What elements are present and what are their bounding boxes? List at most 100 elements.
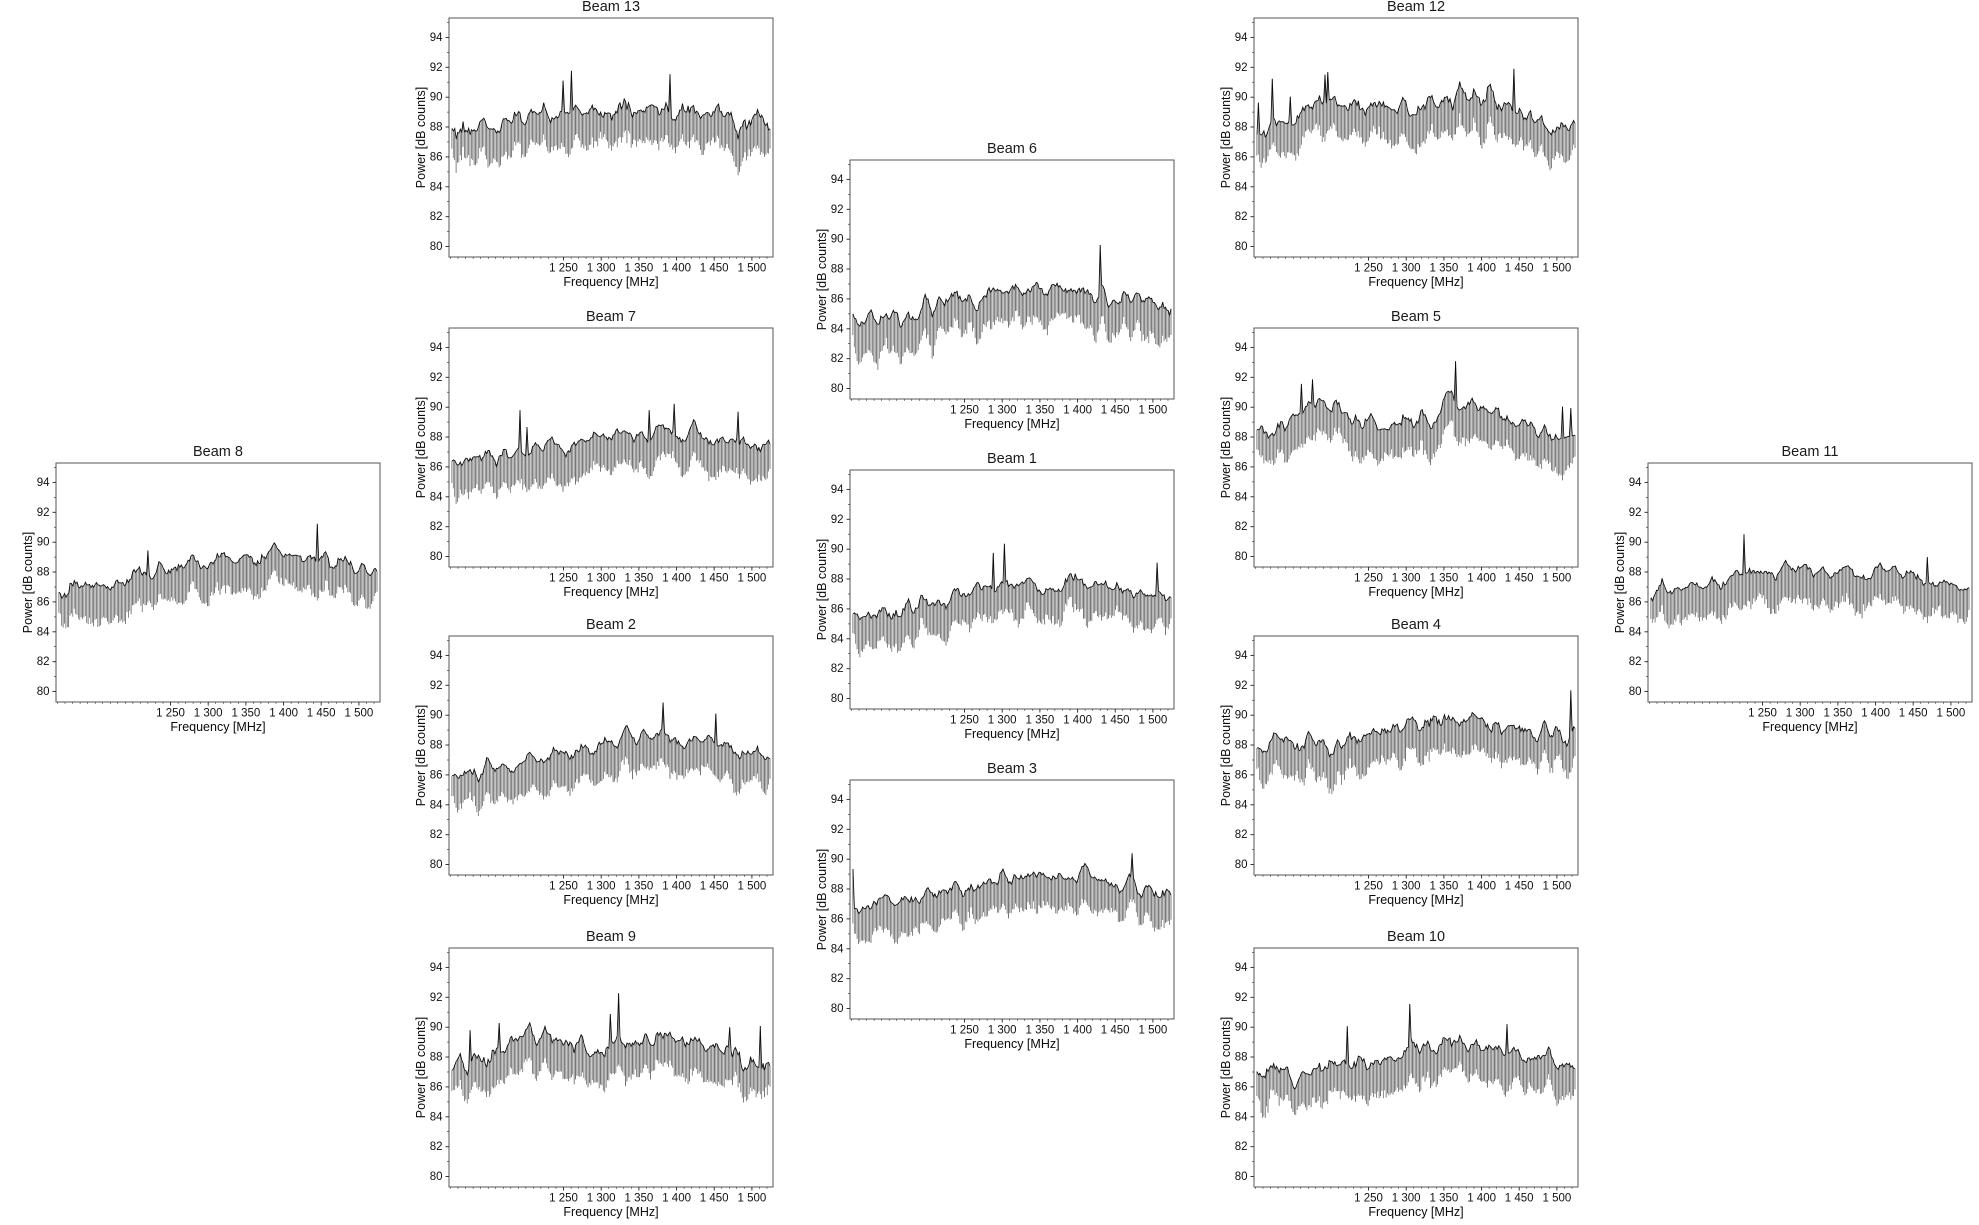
svg-text:Power [dB counts]: Power [dB counts] (816, 229, 829, 330)
svg-text:86: 86 (831, 293, 844, 305)
svg-text:1 250: 1 250 (1354, 263, 1383, 275)
svg-text:Power [dB counts]: Power [dB counts] (415, 705, 428, 806)
svg-text:Beam 6: Beam 6 (987, 141, 1037, 157)
svg-text:1 350: 1 350 (1430, 263, 1459, 275)
svg-text:1 350: 1 350 (1026, 1025, 1055, 1037)
svg-text:1 400: 1 400 (1467, 573, 1496, 585)
svg-text:Beam 5: Beam 5 (1391, 309, 1441, 325)
svg-text:88: 88 (430, 122, 443, 134)
svg-text:80: 80 (1629, 686, 1642, 698)
svg-text:90: 90 (831, 854, 844, 866)
svg-text:1 450: 1 450 (1505, 1193, 1534, 1205)
svg-text:1 500: 1 500 (1139, 1025, 1168, 1037)
svg-text:1 350: 1 350 (1026, 405, 1055, 417)
svg-text:Frequency [MHz]: Frequency [MHz] (1368, 585, 1463, 599)
svg-text:94: 94 (430, 32, 443, 44)
svg-text:1 400: 1 400 (662, 263, 691, 275)
svg-text:80: 80 (1235, 551, 1248, 563)
svg-text:1 350: 1 350 (625, 573, 654, 585)
svg-text:88: 88 (1235, 1052, 1248, 1064)
svg-text:88: 88 (831, 574, 844, 586)
svg-text:Beam 2: Beam 2 (586, 617, 636, 633)
svg-text:82: 82 (430, 829, 443, 841)
svg-text:80: 80 (430, 551, 443, 563)
svg-text:86: 86 (1235, 461, 1248, 473)
svg-text:80: 80 (1235, 859, 1248, 871)
svg-text:82: 82 (430, 211, 443, 223)
svg-text:1 400: 1 400 (1063, 715, 1092, 727)
svg-text:Power [dB counts]: Power [dB counts] (1220, 705, 1233, 806)
svg-text:1 350: 1 350 (232, 708, 261, 720)
svg-text:80: 80 (1235, 1171, 1248, 1183)
svg-text:90: 90 (430, 92, 443, 104)
svg-text:92: 92 (831, 514, 844, 526)
svg-text:1 400: 1 400 (1063, 1025, 1092, 1037)
svg-text:84: 84 (831, 633, 844, 645)
svg-text:1 300: 1 300 (587, 263, 616, 275)
svg-text:94: 94 (37, 477, 50, 489)
svg-text:1 300: 1 300 (587, 573, 616, 585)
svg-text:86: 86 (430, 1081, 443, 1093)
svg-text:86: 86 (1629, 596, 1642, 608)
svg-text:Power [dB counts]: Power [dB counts] (415, 397, 428, 498)
svg-text:86: 86 (1235, 1081, 1248, 1093)
svg-text:1 400: 1 400 (1467, 263, 1496, 275)
svg-text:1 300: 1 300 (1786, 708, 1815, 720)
svg-text:Frequency [MHz]: Frequency [MHz] (1762, 720, 1857, 734)
svg-text:1 300: 1 300 (988, 405, 1017, 417)
svg-text:Power [dB counts]: Power [dB counts] (1614, 532, 1627, 633)
svg-text:92: 92 (831, 824, 844, 836)
svg-text:1 500: 1 500 (1139, 405, 1168, 417)
svg-text:88: 88 (831, 884, 844, 896)
svg-text:Power [dB counts]: Power [dB counts] (22, 532, 35, 633)
svg-text:1 500: 1 500 (1139, 715, 1168, 727)
svg-text:1 450: 1 450 (1101, 1025, 1130, 1037)
svg-text:88: 88 (1235, 740, 1248, 752)
svg-text:1 400: 1 400 (1861, 708, 1890, 720)
svg-text:84: 84 (430, 181, 443, 193)
svg-text:1 450: 1 450 (700, 1193, 729, 1205)
svg-text:Frequency [MHz]: Frequency [MHz] (170, 720, 265, 734)
svg-text:1 300: 1 300 (988, 1025, 1017, 1037)
svg-text:1 500: 1 500 (738, 573, 767, 585)
svg-text:1 350: 1 350 (1430, 881, 1459, 893)
svg-text:Beam 13: Beam 13 (582, 0, 640, 15)
svg-text:1 250: 1 250 (1748, 708, 1777, 720)
svg-text:1 500: 1 500 (1543, 881, 1572, 893)
svg-text:1 500: 1 500 (1543, 1193, 1572, 1205)
svg-text:Frequency [MHz]: Frequency [MHz] (1368, 1205, 1463, 1219)
svg-text:92: 92 (1235, 372, 1248, 384)
svg-text:Frequency [MHz]: Frequency [MHz] (964, 727, 1059, 741)
svg-text:90: 90 (430, 710, 443, 722)
svg-text:82: 82 (831, 663, 844, 675)
svg-text:1 250: 1 250 (549, 263, 578, 275)
svg-text:1 500: 1 500 (345, 708, 374, 720)
svg-text:88: 88 (430, 740, 443, 752)
svg-text:1 500: 1 500 (738, 1193, 767, 1205)
svg-text:1 250: 1 250 (950, 1025, 979, 1037)
svg-text:1 300: 1 300 (1392, 263, 1421, 275)
svg-text:1 350: 1 350 (1430, 573, 1459, 585)
svg-text:88: 88 (1629, 567, 1642, 579)
svg-text:Frequency [MHz]: Frequency [MHz] (964, 417, 1059, 431)
svg-text:1 300: 1 300 (194, 708, 223, 720)
svg-text:94: 94 (1235, 342, 1248, 354)
svg-text:94: 94 (1235, 962, 1248, 974)
svg-text:84: 84 (831, 323, 844, 335)
svg-text:Power [dB counts]: Power [dB counts] (415, 87, 428, 188)
svg-text:90: 90 (430, 402, 443, 414)
svg-text:88: 88 (1235, 432, 1248, 444)
svg-text:Frequency [MHz]: Frequency [MHz] (563, 275, 658, 289)
svg-text:1 250: 1 250 (1354, 881, 1383, 893)
svg-text:90: 90 (831, 234, 844, 246)
svg-text:1 350: 1 350 (1430, 1193, 1459, 1205)
svg-text:86: 86 (430, 769, 443, 781)
svg-text:Beam 12: Beam 12 (1387, 0, 1445, 15)
svg-text:94: 94 (1235, 32, 1248, 44)
svg-text:1 250: 1 250 (549, 573, 578, 585)
svg-text:84: 84 (37, 626, 50, 638)
svg-text:92: 92 (430, 680, 443, 692)
svg-text:84: 84 (430, 1111, 443, 1123)
svg-text:84: 84 (831, 943, 844, 955)
svg-text:1 400: 1 400 (1467, 1193, 1496, 1205)
